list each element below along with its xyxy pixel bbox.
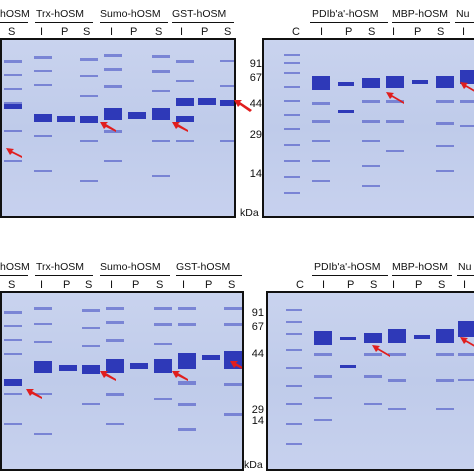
group-label-trx-hosm: Trx-hOSM bbox=[36, 261, 85, 273]
lane-letter: P bbox=[205, 279, 213, 291]
lane-letter: I bbox=[322, 279, 326, 291]
lane-letter: P bbox=[132, 279, 140, 291]
marker-14: 14 bbox=[251, 415, 264, 427]
group-label-hosm: hOSM bbox=[0, 8, 30, 20]
lane-letter: P bbox=[414, 26, 422, 38]
lane-letter: P bbox=[130, 26, 138, 38]
lane-letter: S bbox=[155, 26, 163, 38]
group-label-trx-hosm: Trx-hOSM bbox=[36, 8, 85, 20]
lane-letter: I bbox=[110, 279, 114, 291]
lane-letter: S bbox=[438, 279, 446, 291]
group-label-pdi-hosm: PDIb'a'-hOSM bbox=[314, 261, 381, 273]
group-label-sumo-hosm: Sumo-hOSM bbox=[100, 261, 161, 273]
kda-label: kDa bbox=[244, 459, 263, 471]
lane-letter: C bbox=[296, 279, 304, 291]
gel-figure-row-2: hOSM Trx-hOSM Sumo-hOSM GST-hOSM S I P S… bbox=[0, 237, 474, 474]
lane-letter: S bbox=[228, 279, 236, 291]
lane-letter: I bbox=[392, 26, 396, 38]
lane-letter: I bbox=[110, 26, 114, 38]
lane-letter: S bbox=[156, 279, 164, 291]
group-label-mbp-hosm: MBP-hOSM bbox=[392, 8, 449, 20]
marker-29: 29 bbox=[251, 404, 264, 416]
marker-44: 44 bbox=[251, 348, 264, 360]
lane-letter: C bbox=[292, 26, 300, 38]
group-label-mbp-hosm: MBP-hOSM bbox=[392, 261, 449, 273]
right-gel-panel bbox=[266, 291, 474, 471]
right-gel-panel bbox=[262, 38, 474, 218]
group-label-nu: Nu bbox=[456, 8, 470, 20]
group-label-nu: Nu bbox=[458, 261, 472, 273]
lane-letter: P bbox=[345, 26, 353, 38]
gel-figure-row-1: hOSM Trx-hOSM Sumo-hOSM GST-hOSM S I P S… bbox=[0, 8, 474, 219]
lane-letter: S bbox=[437, 26, 445, 38]
lane-letter: P bbox=[63, 279, 71, 291]
lane-letter: S bbox=[368, 26, 376, 38]
lane-letter: P bbox=[415, 279, 423, 291]
marker-67: 67 bbox=[249, 72, 262, 84]
lane-letter: P bbox=[61, 26, 69, 38]
lane-letter: I bbox=[462, 26, 466, 38]
lane-letter: S bbox=[8, 26, 16, 38]
group-label-gst-hosm: GST-hOSM bbox=[172, 8, 227, 20]
lane-letter: S bbox=[8, 279, 16, 291]
lane-letter: I bbox=[182, 279, 186, 291]
lane-letter: S bbox=[370, 279, 378, 291]
lane-letter: S bbox=[85, 279, 93, 291]
lane-letter: I bbox=[320, 26, 324, 38]
marker-67: 67 bbox=[251, 321, 264, 333]
lane-letter: I bbox=[180, 26, 184, 38]
group-label-gst-hosm: GST-hOSM bbox=[176, 261, 231, 273]
marker-29: 29 bbox=[249, 129, 262, 141]
marker-14: 14 bbox=[249, 168, 262, 180]
left-gel-panel bbox=[0, 38, 236, 218]
kda-label: kDa bbox=[240, 207, 259, 219]
marker-91: 91 bbox=[249, 58, 262, 70]
lane-letter: I bbox=[392, 279, 396, 291]
lane-letter: S bbox=[224, 26, 232, 38]
group-label-hosm: hOSM bbox=[0, 261, 30, 273]
lane-letter: I bbox=[40, 279, 44, 291]
lane-letter: P bbox=[201, 26, 209, 38]
lane-letter: I bbox=[40, 26, 44, 38]
lane-letter: I bbox=[463, 279, 467, 291]
marker-91: 91 bbox=[251, 307, 264, 319]
marker-44: 44 bbox=[249, 98, 262, 110]
lane-letter: P bbox=[347, 279, 355, 291]
left-gel-panel bbox=[0, 291, 244, 471]
red-arrow-icon bbox=[234, 100, 252, 112]
lane-letter: S bbox=[83, 26, 91, 38]
group-label-pdi-hosm: PDIb'a'-hOSM bbox=[312, 8, 379, 20]
group-label-sumo-hosm: Sumo-hOSM bbox=[100, 8, 161, 20]
